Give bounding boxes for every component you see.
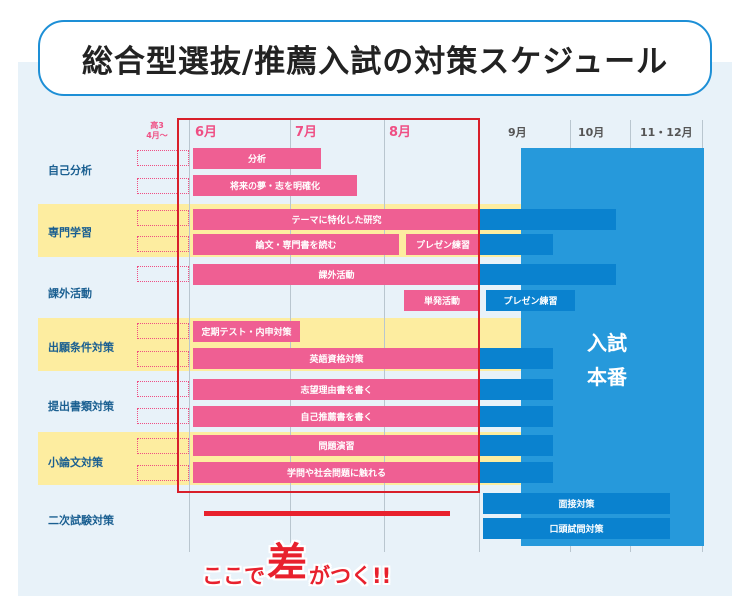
bar-theme: テーマに特化した研究 — [193, 209, 480, 230]
exam-label: 入試 本番 — [567, 326, 647, 394]
month-8: 8月 — [389, 125, 412, 140]
pre-bracket — [137, 178, 189, 194]
slogan-part1: ここで — [202, 564, 265, 588]
highlight-underline — [204, 511, 450, 516]
gridline-8 — [384, 120, 385, 552]
category-jiko-bunseki: 自己分析 — [48, 164, 92, 177]
bar-jisui: 自己推薦書を書く — [193, 406, 480, 427]
bar-gakumon-continuation — [478, 462, 553, 483]
bar-presen-1: プレゼン練習 — [406, 234, 480, 255]
pre-bracket — [137, 351, 189, 367]
bar-presen-2: プレゼン練習 — [486, 290, 575, 311]
month-pre: 高3 4月〜 — [136, 121, 178, 141]
month-pre-line1: 高3 — [150, 121, 164, 130]
month-7: 7月 — [295, 125, 318, 140]
bar-theme-continuation — [478, 209, 616, 230]
slogan: ここで 差 がつく!! — [202, 531, 391, 591]
bar-shibou: 志望理由書を書く — [193, 379, 480, 400]
bar-yume: 将来の夢・志を明確化 — [193, 175, 357, 196]
exam-label-line1: 入試 — [587, 331, 627, 355]
bar-jisui-continuation — [478, 406, 553, 427]
pre-bracket — [137, 323, 189, 339]
pre-bracket — [137, 408, 189, 424]
exam-label-line2: 本番 — [587, 365, 627, 389]
bar-teiki: 定期テスト・内申対策 — [193, 321, 300, 342]
category-shoronbun: 小論文対策 — [48, 456, 103, 469]
bar-shibou-continuation — [478, 379, 553, 400]
pre-bracket — [137, 465, 189, 481]
bar-kagai: 課外活動 — [193, 264, 480, 285]
bar-eigo-continuation — [478, 348, 553, 369]
bar-ronbun: 論文・専門書を読む — [193, 234, 399, 255]
bar-koutou: 口頭試問対策 — [483, 518, 670, 539]
category-shutsugan-joken: 出願条件対策 — [48, 341, 114, 354]
bar-kagai-continuation — [478, 264, 616, 285]
gridline-6 — [189, 120, 190, 552]
pre-bracket — [137, 438, 189, 454]
category-kagai-katsudo: 課外活動 — [48, 287, 92, 300]
page-title: 総合型選抜/推薦入試の対策スケジュール — [81, 43, 669, 80]
month-10: 10月 — [578, 126, 605, 139]
bar-gakumon: 学問や社会問題に触れる — [193, 462, 480, 483]
bar-ronbun-continuation — [478, 234, 553, 255]
pre-bracket — [137, 210, 189, 226]
month-9: 9月 — [508, 126, 527, 139]
title-box: 総合型選抜/推薦入試の対策スケジュール — [38, 20, 712, 96]
category-teishutsu-shorui: 提出書類対策 — [48, 400, 114, 413]
slogan-big-char: 差 — [267, 540, 307, 586]
pre-bracket — [137, 266, 189, 282]
pre-bracket — [137, 236, 189, 252]
pre-bracket — [137, 150, 189, 166]
month-6: 6月 — [195, 125, 218, 140]
pre-bracket — [137, 381, 189, 397]
category-senmon-gakushu: 専門学習 — [48, 226, 92, 239]
bar-mondai-continuation — [478, 435, 553, 456]
bar-bunseki: 分析 — [193, 148, 321, 169]
bar-eigo: 英語資格対策 — [193, 348, 480, 369]
month-pre-line2: 4月〜 — [146, 131, 168, 140]
bar-mensetsu: 面接対策 — [483, 493, 670, 514]
slogan-part2: がつく!! — [309, 564, 392, 588]
highlight-frame — [177, 118, 480, 493]
bar-tanpatsu: 単発活動 — [404, 290, 480, 311]
bar-mondai: 問題演習 — [193, 435, 480, 456]
category-niji-shiken: 二次試験対策 — [48, 514, 114, 527]
month-11-12: 11・12月 — [640, 126, 693, 139]
